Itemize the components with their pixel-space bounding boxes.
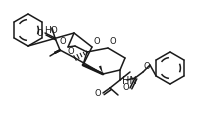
Text: O: O <box>110 37 117 46</box>
Text: O: O <box>94 89 101 98</box>
Text: HO: HO <box>44 26 58 35</box>
Text: HN: HN <box>122 76 137 86</box>
Text: O: O <box>36 28 43 37</box>
Text: O: O <box>67 47 74 56</box>
Text: O: O <box>59 37 66 46</box>
Text: O: O <box>122 83 129 93</box>
Text: O: O <box>144 62 151 71</box>
Polygon shape <box>99 66 103 74</box>
Text: O: O <box>93 37 100 46</box>
